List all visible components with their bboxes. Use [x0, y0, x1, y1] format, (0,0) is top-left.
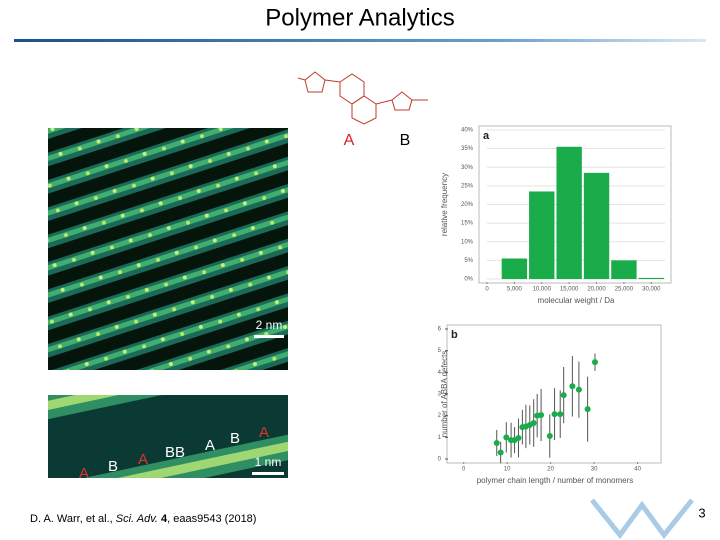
logo: [590, 498, 694, 540]
x-tick-label: 30,000: [642, 287, 661, 293]
citation-part: , eaas9543 (2018): [167, 513, 256, 525]
data-point: [503, 434, 510, 441]
x-tick-label: 10: [504, 467, 511, 473]
unit-label: A: [79, 465, 89, 482]
scale-label: 2 nm: [256, 318, 283, 332]
y-tick-label: 10%: [461, 239, 474, 245]
molecule: [297, 71, 428, 125]
title-rule: [14, 39, 706, 42]
data-point: [497, 449, 504, 456]
y-tick-label: 6: [438, 327, 442, 333]
y-tick-label: 5%: [464, 258, 473, 264]
data-point: [551, 411, 558, 418]
data-point: [584, 406, 591, 413]
data-point: [592, 359, 598, 366]
data-point: [557, 411, 564, 418]
citation-part: Sci. Adv.: [116, 513, 158, 525]
scale-bar: [252, 472, 284, 475]
unit-label: B: [108, 458, 118, 475]
histogram-bar: [611, 260, 637, 279]
data-point: [575, 386, 582, 393]
panel-label: b: [451, 329, 458, 341]
x-tick-label: 40: [634, 467, 641, 473]
histogram-bar: [638, 277, 664, 279]
unit-label: A: [138, 451, 148, 468]
y-tick-label: 3: [438, 392, 442, 398]
y-axis-label: relative frequency: [440, 173, 449, 236]
data-point: [530, 420, 537, 427]
y-tick-label: 30%: [461, 165, 474, 171]
unit-label: B: [400, 132, 411, 149]
y-tick-label: 0: [438, 457, 442, 463]
unit-label: A: [205, 437, 215, 454]
y-tick-label: 1: [438, 435, 442, 441]
data-point: [538, 412, 545, 419]
histogram-bar: [583, 172, 610, 279]
unit-label: BB: [165, 444, 185, 461]
unit-label: B: [230, 430, 240, 447]
citation: D. A. Warr, et al., Sci. Adv. 4, eaas954…: [30, 513, 256, 525]
histogram-bar: [529, 191, 555, 279]
y-tick-label: 20%: [461, 202, 474, 208]
stm-image: [48, 395, 288, 478]
unit-label: A: [259, 424, 269, 441]
y-tick-label: 40%: [461, 128, 474, 134]
histogram-bar: [501, 258, 528, 279]
x-axis-label: polymer chain length / number of monomer…: [477, 476, 634, 485]
afm-image: [48, 128, 288, 370]
data-point: [560, 392, 567, 399]
y-tick-label: 15%: [461, 221, 474, 227]
slide-title: Polymer Analytics: [265, 4, 454, 31]
data-point: [569, 383, 576, 390]
panel-label: a: [483, 130, 490, 142]
x-tick-label: 20,000: [587, 287, 606, 293]
y-tick-label: 4: [438, 370, 442, 376]
citation-part: 4: [158, 513, 168, 525]
page-number: 3: [698, 505, 705, 520]
x-tick-label: 10,000: [533, 287, 552, 293]
plot-frame: [446, 324, 662, 464]
x-tick-label: 15,000: [560, 287, 579, 293]
y-tick-label: 5: [438, 348, 442, 354]
y-axis-label: number of ABBA defects: [440, 351, 449, 438]
x-tick-label: 25,000: [615, 287, 634, 293]
y-tick-label: 35%: [461, 146, 474, 152]
data-point: [546, 433, 553, 440]
x-tick-label: 5,000: [507, 287, 523, 293]
unit-label: A: [344, 132, 355, 149]
y-tick-label: 25%: [461, 183, 474, 189]
x-tick-label: 0: [485, 287, 489, 293]
citation-part: D. A. Warr, et al.,: [30, 513, 116, 525]
y-tick-label: 0%: [464, 277, 473, 283]
x-tick-label: 30: [591, 467, 598, 473]
data-point: [493, 439, 500, 446]
histogram-bar: [556, 146, 582, 279]
x-axis-label: molecular weight / Da: [538, 296, 615, 305]
x-tick-label: 0: [462, 467, 466, 473]
scale-bar: [254, 335, 284, 338]
scale-label: 1 nm: [255, 455, 282, 469]
data-point: [515, 434, 522, 441]
x-tick-label: 20: [547, 467, 554, 473]
y-tick-label: 2: [438, 413, 442, 419]
